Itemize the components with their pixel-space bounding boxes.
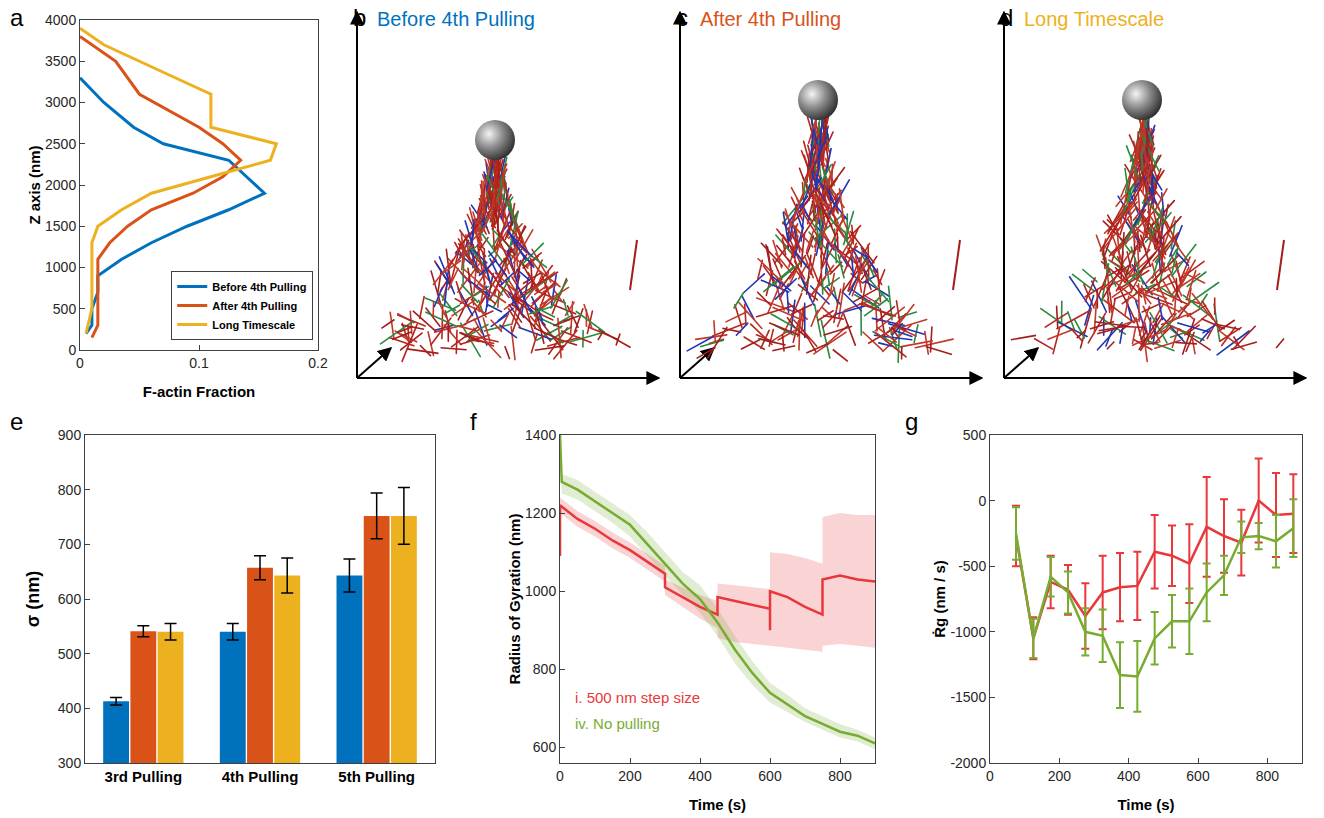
svg-text:2500: 2500: [45, 136, 76, 152]
svg-text:Z axis (nm): Z axis (nm): [26, 145, 43, 224]
svg-text:4th Pulling: 4th Pulling: [222, 768, 299, 785]
svg-text:Time (s): Time (s): [689, 796, 746, 813]
html-text:Before 4th Pulling: Before 4th Pulling: [377, 8, 535, 30]
svg-text:F-actin Fraction: F-actin Fraction: [143, 383, 256, 400]
svg-text:-2000: -2000: [950, 755, 986, 771]
svg-text:900: 900: [58, 427, 82, 443]
svg-text:-1000: -1000: [950, 624, 986, 640]
svg-text:1500: 1500: [45, 218, 76, 234]
svg-text:4000: 4000: [45, 12, 76, 28]
svg-text:3rd Pulling: 3rd Pulling: [105, 768, 183, 785]
svg-text:300: 300: [58, 755, 82, 771]
svg-text:0.2: 0.2: [308, 355, 328, 371]
html-text:f: f: [470, 408, 477, 435]
svg-text:-500: -500: [958, 558, 986, 574]
svg-text:Before 4th Pulling: Before 4th Pulling: [212, 281, 306, 293]
svg-text:400: 400: [58, 700, 82, 716]
svg-text:500: 500: [53, 301, 77, 317]
svg-text:700: 700: [58, 536, 82, 552]
svg-text:0: 0: [68, 342, 76, 358]
svg-text:3500: 3500: [45, 53, 76, 69]
svg-text:0: 0: [978, 493, 986, 509]
svg-text:600: 600: [1186, 768, 1210, 784]
svg-text:5th Pulling: 5th Pulling: [338, 768, 415, 785]
svg-text:800: 800: [828, 768, 852, 784]
svg-text:0.1: 0.1: [189, 355, 209, 371]
svg-text:400: 400: [688, 768, 712, 784]
svg-text:0: 0: [556, 768, 564, 784]
svg-text:600: 600: [758, 768, 782, 784]
svg-text:2000: 2000: [45, 177, 76, 193]
svg-text:200: 200: [618, 768, 642, 784]
html-text:d: d: [1000, 4, 1014, 31]
svg-text:1000: 1000: [45, 259, 76, 275]
svg-text:σ (nm): σ (nm): [23, 571, 43, 627]
svg-text:800: 800: [533, 661, 557, 677]
svg-text:Time (s): Time (s): [1117, 796, 1174, 813]
svg-text:1400: 1400: [525, 427, 556, 443]
svg-text:1000: 1000: [525, 583, 556, 599]
html-text:Long Timescale: Long Timescale: [1024, 8, 1165, 30]
html-text:a: a: [10, 4, 24, 31]
svg-text:iv. No pulling: iv. No pulling: [575, 715, 660, 732]
svg-text:500: 500: [58, 646, 82, 662]
svg-text:400: 400: [1117, 768, 1141, 784]
html-text:e: e: [10, 408, 24, 435]
svg-text:After 4th Pulling: After 4th Pulling: [212, 300, 297, 312]
svg-text:600: 600: [58, 591, 82, 607]
svg-text:500: 500: [963, 427, 987, 443]
svg-text:Radius of Gyration (nm): Radius of Gyration (nm): [506, 514, 523, 685]
svg-text:0: 0: [76, 355, 84, 371]
svg-text:200: 200: [1048, 768, 1072, 784]
svg-text:600: 600: [533, 739, 557, 755]
svg-text:-1500: -1500: [950, 689, 986, 705]
html-text:c: c: [676, 4, 688, 31]
html-text:After 4th Pulling: After 4th Pulling: [700, 8, 842, 30]
svg-text:800: 800: [58, 482, 82, 498]
svg-text:Ṙg (nm / s): Ṙg (nm / s): [931, 560, 948, 638]
html-text:b: b: [353, 4, 367, 31]
svg-text:Long Timescale: Long Timescale: [212, 319, 295, 331]
svg-text:1200: 1200: [525, 505, 556, 521]
svg-text:i. 500 nm step size: i. 500 nm step size: [575, 689, 700, 706]
html-text:g: g: [905, 408, 919, 435]
svg-text:3000: 3000: [45, 94, 76, 110]
svg-text:0: 0: [986, 768, 994, 784]
svg-text:800: 800: [1256, 768, 1280, 784]
